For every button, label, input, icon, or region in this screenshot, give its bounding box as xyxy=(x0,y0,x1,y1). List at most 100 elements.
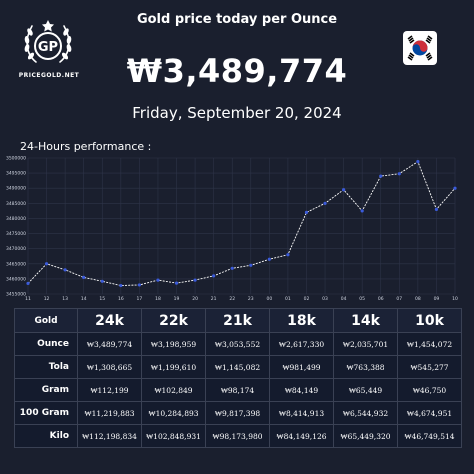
table-cell: ₩112,198,834 xyxy=(77,424,142,448)
column-header: 22k xyxy=(141,308,206,333)
column-header: 14k xyxy=(333,308,398,333)
x-tick-label: 15 xyxy=(99,296,105,302)
data-point xyxy=(342,188,346,192)
table-cell: ₩10,284,893 xyxy=(141,401,206,425)
table-row: 100 Gram ₩11,219,883 ₩10,284,893 ₩9,817,… xyxy=(14,401,462,425)
table-corner: Gold xyxy=(14,308,78,333)
x-tick-label: 06 xyxy=(378,296,384,302)
data-point xyxy=(137,283,141,287)
table-cell: ₩9,817,398 xyxy=(205,401,270,425)
data-point xyxy=(360,209,364,213)
x-tick-label: 22 xyxy=(229,296,235,302)
column-header: 21k xyxy=(205,308,270,333)
x-tick-label: 21 xyxy=(211,296,217,302)
data-point xyxy=(82,275,86,279)
column-header: 18k xyxy=(269,308,334,333)
south-korea-flag-icon[interactable] xyxy=(403,31,437,65)
row-label: Tola xyxy=(14,355,78,379)
table-cell: ₩11,219,883 xyxy=(77,401,142,425)
table-cell: ₩102,849 xyxy=(141,378,206,402)
x-tick-label: 16 xyxy=(118,296,124,302)
data-point xyxy=(249,263,253,267)
x-tick-label: 01 xyxy=(285,296,291,302)
x-tick-label: 02 xyxy=(304,296,310,302)
laurel-logo-icon: GP xyxy=(24,20,72,63)
table-cell: ₩981,499 xyxy=(269,355,334,379)
row-label: Gram xyxy=(14,378,78,402)
table-cell: ₩4,674,951 xyxy=(397,401,462,425)
y-tick-label: 3500000 xyxy=(6,156,26,162)
chart-svg: 3455000 3460000 3465000 3470000 3475000 34800… xyxy=(6,156,458,303)
page-title: Gold price today per Ounce xyxy=(136,12,338,27)
table-cell: ₩84,149 xyxy=(269,378,334,402)
current-price: ₩3,489,774 xyxy=(126,52,348,90)
table-cell: ₩763,388 xyxy=(333,355,398,379)
y-tick-label: 3490000 xyxy=(6,186,26,192)
data-point xyxy=(100,279,104,283)
x-tick-label: 09 xyxy=(434,296,440,302)
y-tick-label: 3480000 xyxy=(6,216,26,222)
data-point xyxy=(267,257,271,261)
data-point xyxy=(193,278,197,282)
table-row: Tola ₩1,308,665 ₩1,199,610 ₩1,145,082 ₩9… xyxy=(14,355,462,379)
data-point xyxy=(416,160,420,164)
column-header: 10k xyxy=(397,308,462,333)
y-tick-label: 3470000 xyxy=(6,246,26,252)
table-cell: ₩3,053,552 xyxy=(205,332,270,356)
data-point xyxy=(230,266,234,270)
table-cell: ₩2,035,701 xyxy=(333,332,398,356)
x-tick-label: 08 xyxy=(415,296,421,302)
series-line xyxy=(27,160,456,286)
table-cell: ₩1,308,665 xyxy=(77,355,142,379)
table-cell: ₩102,848,931 xyxy=(141,424,206,448)
row-label: Kilo xyxy=(14,424,78,448)
table-row: Gram ₩112,199 ₩102,849 ₩98,174 ₩84,149 ₩… xyxy=(14,378,462,402)
x-tick-label: 23 xyxy=(248,296,254,302)
y-tick-label: 3475000 xyxy=(6,231,26,237)
x-tick-label: 20 xyxy=(192,296,198,302)
table-cell: ₩98,173,980 xyxy=(205,424,270,448)
price-date: Friday, September 20, 2024 xyxy=(132,104,342,122)
table-cell: ₩1,145,082 xyxy=(205,355,270,379)
y-tick-label: 3465000 xyxy=(6,261,26,267)
x-tick-label: 10 xyxy=(452,296,458,302)
column-header: 24k xyxy=(77,308,142,333)
table-header-row: Gold 24k 22k 21k 18k 14k 10k xyxy=(14,308,462,333)
x-tick-label: 11 xyxy=(25,296,31,302)
table-cell: ₩84,149,126 xyxy=(269,424,334,448)
x-tick-label: 14 xyxy=(81,296,87,302)
table-cell: ₩1,199,610 xyxy=(141,355,206,379)
y-tick-label: 3495000 xyxy=(6,171,26,177)
price-line-chart: 3455000 3460000 3465000 3470000 3475000 34800… xyxy=(0,150,474,306)
plot-area xyxy=(28,158,455,294)
table-cell: ₩8,414,913 xyxy=(269,401,334,425)
data-point xyxy=(26,281,30,286)
row-label: 100 Gram xyxy=(14,401,78,425)
price-table: Gold 24k 22k 21k 18k 14k 10k Ounce ₩3,48… xyxy=(14,308,462,448)
y-tick-label: 3455000 xyxy=(6,292,26,298)
x-tick-label: 17 xyxy=(137,296,143,302)
row-label: Ounce xyxy=(14,332,78,356)
table-cell: ₩1,454,072 xyxy=(397,332,462,356)
data-point xyxy=(323,201,327,205)
logo-letters: GP xyxy=(38,40,58,55)
table-cell: ₩98,174 xyxy=(205,378,270,402)
x-tick-label: 03 xyxy=(322,296,328,302)
logo-text: PRICEGOLD.NET xyxy=(18,72,80,79)
table-cell: ₩3,489,774 xyxy=(77,332,142,356)
x-tick-label: 00 xyxy=(266,296,272,302)
price-table-wrap: Gold 24k 22k 21k 18k 14k 10k Ounce ₩3,48… xyxy=(14,308,462,448)
data-point xyxy=(63,268,67,272)
table-cell: ₩2,617,330 xyxy=(269,332,334,356)
x-tick-label: 12 xyxy=(44,296,50,302)
data-point xyxy=(397,172,401,176)
table-row: Ounce ₩3,489,774 ₩3,198,959 ₩3,053,552 ₩… xyxy=(14,332,462,356)
data-point xyxy=(434,207,439,211)
table-cell: ₩6,544,932 xyxy=(333,401,398,425)
table-cell: ₩545,277 xyxy=(397,355,462,379)
data-point xyxy=(174,281,179,285)
table-row: Kilo ₩112,198,834 ₩102,848,931 ₩98,173,9… xyxy=(14,424,462,448)
pricegold-logo: GP PRICEGOLD.NET xyxy=(18,16,80,80)
table-cell: ₩65,449,320 xyxy=(333,424,398,448)
performance-label: 24-Hours performance : xyxy=(20,140,152,153)
